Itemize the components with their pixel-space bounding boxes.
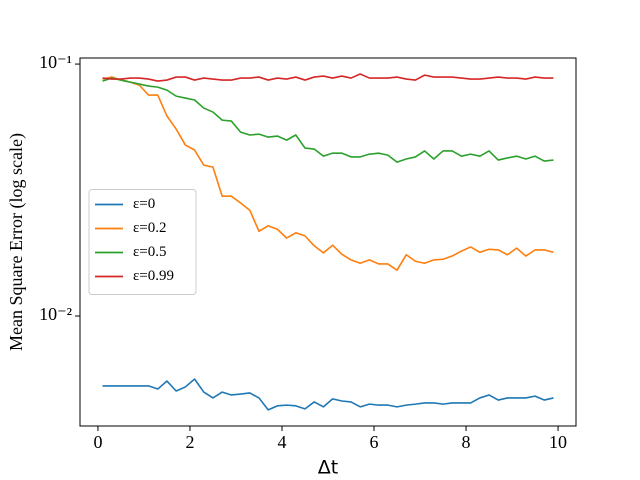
series-line bbox=[102, 76, 554, 271]
x-tick-label: 4 bbox=[277, 432, 286, 452]
legend-label: ε=0 bbox=[133, 196, 155, 212]
legend-label: ε=0.2 bbox=[133, 220, 167, 236]
y-tick-label: 10⁻¹ bbox=[39, 52, 72, 72]
series-line bbox=[102, 73, 554, 82]
legend-label: ε=0.5 bbox=[133, 244, 167, 260]
x-tick-label: 0 bbox=[93, 432, 102, 452]
x-tick-label: 6 bbox=[370, 432, 379, 452]
legend-label: ε=0.99 bbox=[133, 268, 174, 284]
series-line bbox=[102, 77, 554, 163]
x-tick-label: 8 bbox=[462, 432, 471, 452]
y-tick-label: 10⁻² bbox=[39, 304, 72, 324]
x-tick-label: 10 bbox=[549, 432, 567, 452]
x-axis-label: Δt bbox=[318, 457, 338, 479]
series-line bbox=[102, 378, 554, 411]
legend-box bbox=[88, 189, 197, 295]
plot-frame bbox=[79, 57, 577, 427]
y-axis-label: Mean Square Error (log scale) bbox=[6, 133, 27, 351]
x-tick-label: 2 bbox=[185, 432, 194, 452]
